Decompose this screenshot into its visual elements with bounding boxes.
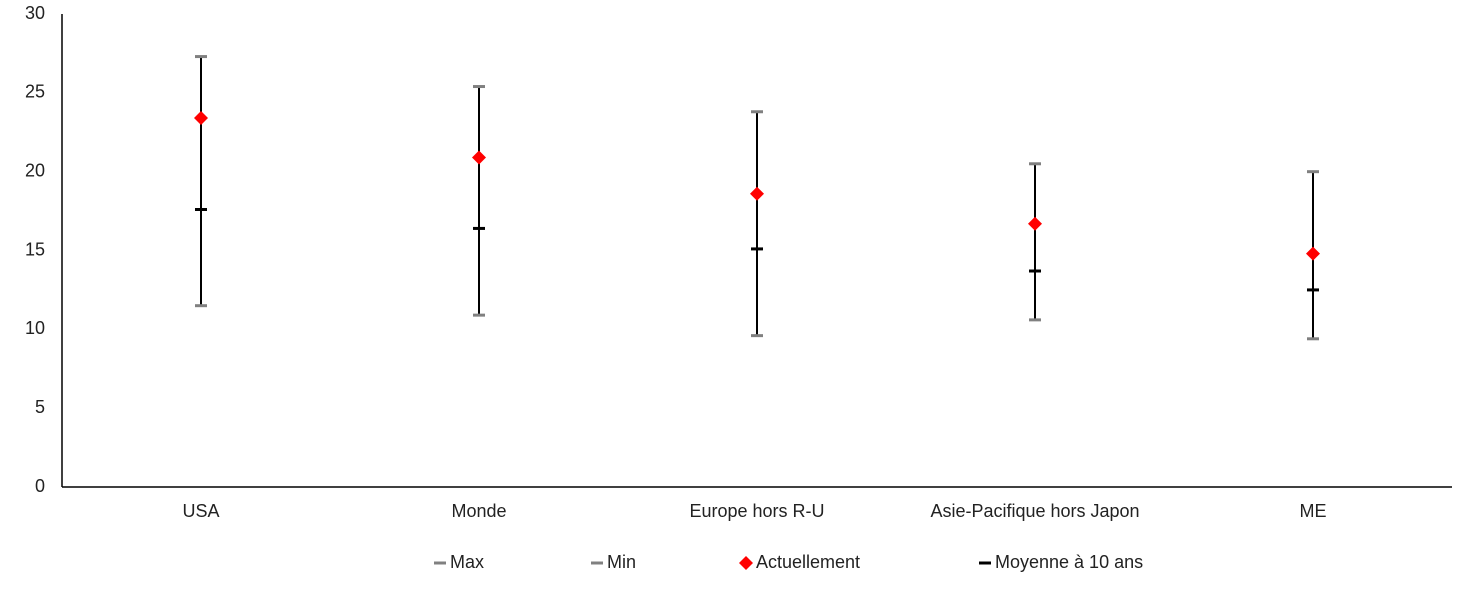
y-tick-label: 15 bbox=[25, 239, 45, 259]
point bbox=[1306, 246, 1320, 261]
point bbox=[472, 150, 486, 165]
x-tick-label: Europe hors R-U bbox=[689, 501, 824, 521]
x-tick-label: ME bbox=[1300, 501, 1327, 521]
legend-marker bbox=[739, 556, 753, 570]
point bbox=[194, 111, 208, 126]
x-tick-label: USA bbox=[182, 501, 219, 521]
legend-label: Moyenne à 10 ans bbox=[995, 552, 1143, 572]
y-tick-label: 0 bbox=[35, 476, 45, 496]
y-tick-label: 30 bbox=[25, 3, 45, 23]
legend-label: Actuellement bbox=[756, 552, 860, 572]
y-tick-label: 10 bbox=[25, 318, 45, 338]
x-tick-label: Asie-Pacifique hors Japon bbox=[930, 501, 1139, 521]
point bbox=[750, 186, 764, 201]
y-tick-label: 5 bbox=[35, 397, 45, 417]
legend-label: Min bbox=[607, 552, 636, 572]
point bbox=[1028, 216, 1042, 231]
x-tick-label: Monde bbox=[451, 501, 506, 521]
y-tick-label: 25 bbox=[25, 82, 45, 102]
legend-label: Max bbox=[450, 552, 484, 572]
y-tick-label: 20 bbox=[25, 160, 45, 180]
